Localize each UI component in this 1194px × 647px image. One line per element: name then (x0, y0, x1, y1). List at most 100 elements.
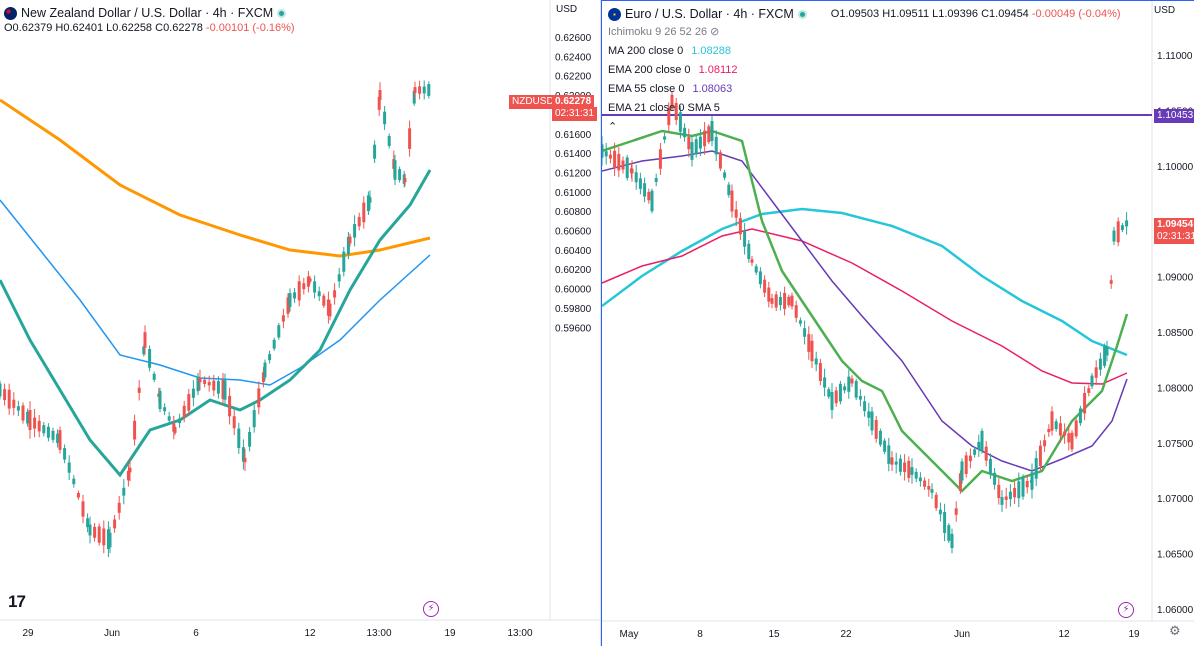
indicator-ema200[interactable]: EMA 200 close 0 1.08112 (608, 64, 738, 76)
lightning-icon[interactable]: ⚡ (423, 601, 439, 617)
candle-body (973, 449, 977, 455)
price-axis-label[interactable]: 0.60000 (555, 285, 592, 296)
price-axis-label[interactable]: 0.60600 (555, 227, 592, 238)
time-axis-label[interactable]: 15 (768, 629, 780, 640)
indicator-ichimoku[interactable]: Ichimoku 9 26 52 26 ⊘ (608, 26, 720, 38)
candle-body (807, 334, 811, 352)
time-axis-label[interactable]: 6 (193, 628, 199, 639)
time-axis-label[interactable]: 8 (697, 629, 703, 640)
candle-body (252, 410, 256, 428)
price-axis-label[interactable]: 0.62400 (555, 52, 592, 63)
candle-body (1013, 487, 1017, 498)
eurusd-chart-canvas[interactable]: 1.110001.105001.100001.095001.090001.085… (602, 1, 1194, 647)
chart-title[interactable]: Euro / U.S. Dollar · 4h · FXCM (625, 7, 794, 21)
candle-body (894, 461, 898, 465)
candle-body (93, 526, 97, 538)
price-axis-label[interactable]: 0.60200 (555, 265, 592, 276)
candle-body (943, 512, 947, 533)
candle-body (28, 410, 32, 430)
price-axis-label[interactable]: 1.06500 (1157, 550, 1194, 561)
candle-body (167, 416, 171, 421)
time-axis-label[interactable]: 19 (1128, 629, 1140, 640)
candle-body (638, 178, 642, 189)
price-axis-label[interactable]: 0.59600 (555, 323, 592, 334)
candle-body (163, 407, 167, 412)
candle-body (413, 87, 417, 93)
price-axis-label[interactable]: 0.61600 (555, 130, 592, 141)
time-axis-label[interactable]: Jun (954, 629, 970, 640)
candle-body (964, 455, 968, 474)
price-axis-label[interactable]: 1.08500 (1157, 328, 1194, 339)
nzdusd-chart-pane[interactable]: 0.626000.624000.622000.620000.618000.616… (0, 0, 600, 646)
candle-body (143, 332, 147, 348)
price-axis-label[interactable]: 1.09000 (1157, 273, 1194, 284)
candle-body (830, 392, 834, 410)
chart-title[interactable]: New Zealand Dollar / U.S. Dollar · 4h · … (21, 6, 274, 20)
currency-label[interactable]: USD (1154, 5, 1176, 16)
candle-body (337, 274, 341, 282)
price-axis-label[interactable]: 0.61000 (555, 188, 592, 199)
time-axis-label[interactable]: 12 (1058, 629, 1070, 640)
candle-body (1112, 230, 1116, 242)
time-axis-label[interactable]: May (620, 629, 639, 640)
candle-body (980, 430, 984, 452)
price-axis-label[interactable]: 0.62600 (555, 33, 592, 44)
hidden-eye-icon[interactable]: ⊘ (710, 26, 720, 38)
candle-body (958, 473, 962, 491)
time-axis-label[interactable]: 13:00 (366, 628, 391, 639)
countdown-tag: 02:31:31 (1154, 230, 1194, 244)
candle-body (237, 428, 241, 449)
nzdusd-chart-canvas[interactable]: 0.626000.624000.622000.620000.618000.616… (0, 0, 600, 646)
indicator-ma200[interactable]: MA 200 close 0 1.08288 (608, 45, 731, 57)
time-axis-label[interactable]: 19 (444, 628, 456, 639)
indicator-ema21[interactable]: EMA 21 close 0 SMA 5 (608, 102, 720, 114)
tradingview-logo[interactable]: 17 (8, 592, 26, 611)
candle-body (923, 480, 927, 487)
candle-body (954, 508, 958, 515)
lightning-icon[interactable]: ⚡ (1118, 602, 1134, 618)
price-axis-label[interactable]: 0.60400 (555, 246, 592, 257)
candle-body (658, 149, 662, 169)
time-axis-label[interactable]: 12 (304, 628, 316, 639)
price-axis-label[interactable]: 0.59800 (555, 304, 592, 315)
candle-body (947, 525, 951, 541)
candle-body (890, 457, 894, 465)
candle-body (272, 339, 276, 349)
price-axis-label[interactable]: 1.10000 (1157, 162, 1194, 173)
candle-body (243, 457, 247, 463)
time-axis-label[interactable]: Jun (104, 628, 120, 639)
price-axis-label[interactable]: 0.62200 (555, 72, 592, 83)
nz-flag-icon (4, 6, 17, 20)
price-axis-label[interactable]: 1.07000 (1157, 494, 1194, 505)
candle-body (21, 405, 25, 421)
price-axis-label[interactable]: 0.61400 (555, 149, 592, 160)
candle-body (984, 446, 988, 461)
settings-gear-icon[interactable]: ⚙ (1169, 623, 1181, 638)
candle-body (1090, 375, 1094, 387)
candle-body (1083, 392, 1087, 414)
candle-body (883, 440, 887, 452)
time-axis-label[interactable]: 29 (22, 628, 34, 639)
candle-body (106, 529, 110, 550)
price-axis-label[interactable]: 1.07500 (1157, 439, 1194, 450)
price-axis-label[interactable]: 1.11000 (1157, 51, 1193, 62)
candle-body (993, 472, 997, 485)
time-axis-label[interactable]: 13:00 (507, 628, 532, 639)
time-axis-label[interactable]: 22 (840, 629, 852, 640)
price-axis-label[interactable]: 1.08000 (1157, 383, 1194, 394)
candle-body (1050, 411, 1054, 431)
indicator-ema55[interactable]: EMA 55 close 0 1.08063 (608, 83, 733, 95)
market-open-icon (797, 9, 807, 19)
candle-body (412, 90, 416, 104)
price-axis-label[interactable]: 1.06000 (1157, 605, 1194, 616)
eurusd-chart-pane[interactable]: 1.110001.105001.100001.095001.090001.085… (601, 0, 1194, 646)
candle-body (977, 441, 981, 450)
collapse-legend-icon[interactable]: ⌃ (608, 121, 618, 133)
currency-label[interactable]: USD (556, 4, 578, 15)
candle-body (774, 294, 778, 308)
candle-body (1125, 220, 1129, 227)
price-axis-label[interactable]: 0.60800 (555, 207, 592, 218)
candle-body (293, 292, 297, 299)
price-axis-label[interactable]: 0.61200 (555, 168, 592, 179)
pane-divider[interactable] (600, 0, 601, 646)
